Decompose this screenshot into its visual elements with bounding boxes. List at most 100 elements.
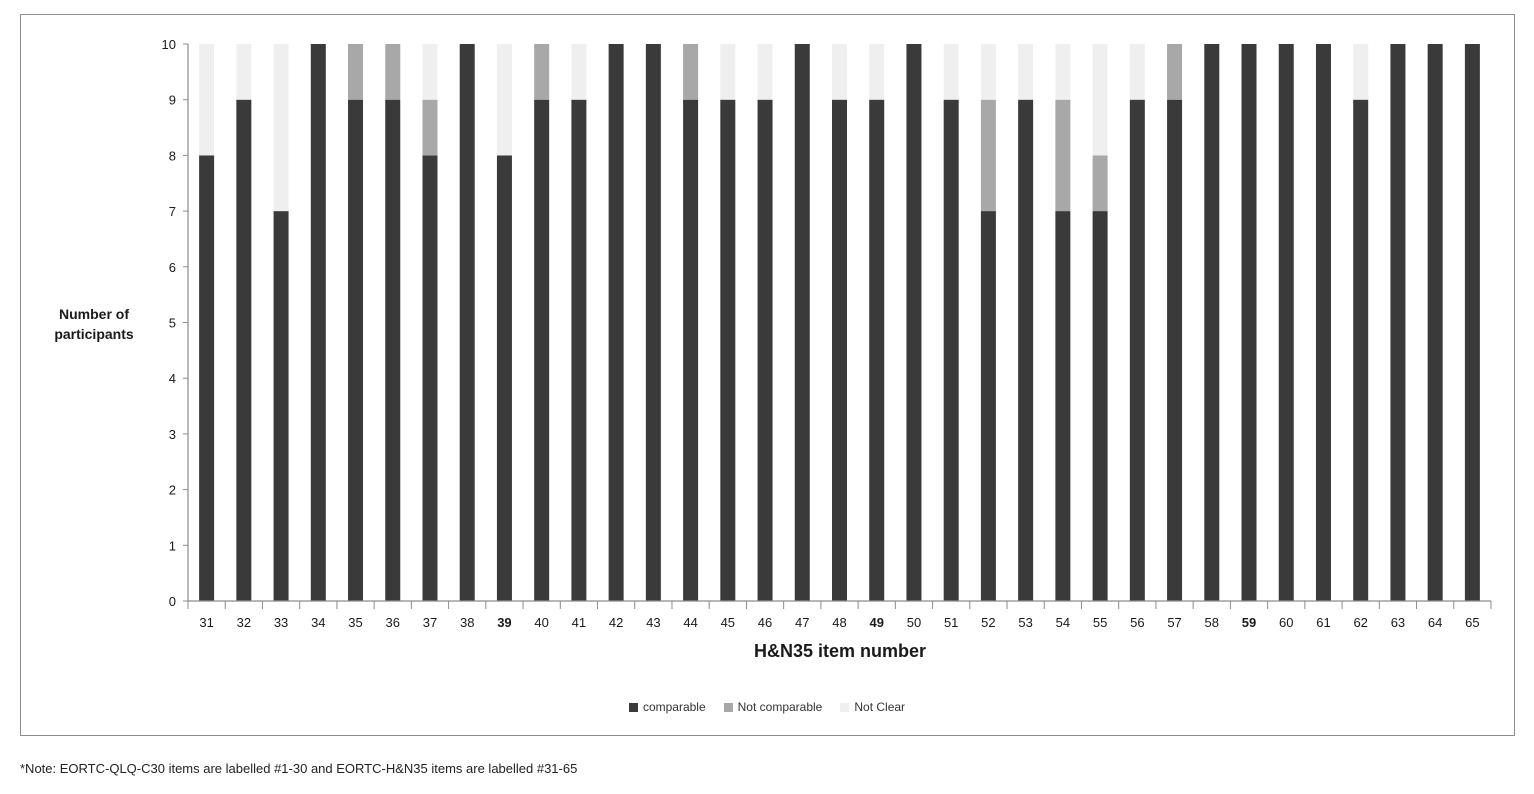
bar-53-not-clear <box>1018 44 1034 100</box>
x-tick-label-49: 49 <box>869 615 883 630</box>
x-tick-label-58: 58 <box>1205 615 1219 630</box>
bar-43-comparable <box>645 44 661 601</box>
bar-32-comparable <box>236 99 252 601</box>
legend-item-not-comparable: Not comparable <box>723 700 822 714</box>
y-tick-label-7: 7 <box>169 204 176 219</box>
y-axis-label-line-2: participants <box>54 326 134 342</box>
x-tick-label-51: 51 <box>944 615 958 630</box>
x-tick-label-45: 45 <box>721 615 735 630</box>
bar-57-not-comparable <box>1167 44 1183 100</box>
legend-label-not-clear: Not Clear <box>854 700 906 714</box>
bar-62-not-clear <box>1353 44 1369 100</box>
bar-32-not-clear <box>236 44 252 100</box>
bar-35-not-comparable <box>348 44 364 100</box>
x-tick-label-39: 39 <box>497 615 511 630</box>
chart-frame <box>20 14 1515 736</box>
y-tick-label-6: 6 <box>169 260 176 275</box>
axes-layer <box>183 43 1492 609</box>
bar-31-comparable <box>199 155 215 601</box>
x-tick-label-54: 54 <box>1056 615 1070 630</box>
bar-36-not-comparable <box>385 44 401 100</box>
y-tick-label-4: 4 <box>169 371 176 386</box>
bar-58-comparable <box>1204 44 1220 601</box>
x-tick-label-64: 64 <box>1428 615 1442 630</box>
legend-label-comparable: comparable <box>642 700 706 714</box>
x-tick-label-53: 53 <box>1018 615 1032 630</box>
bar-64-comparable <box>1427 44 1443 601</box>
bar-41-not-clear <box>571 44 587 100</box>
bar-55-comparable <box>1092 211 1108 601</box>
bar-42-comparable <box>608 44 624 601</box>
x-tick-label-61: 61 <box>1316 615 1330 630</box>
bar-33-comparable <box>273 211 289 601</box>
legend-swatch-not-comparable <box>723 702 733 712</box>
y-tick-label-0: 0 <box>169 594 176 609</box>
bar-37-comparable <box>422 155 438 601</box>
x-tick-label-33: 33 <box>274 615 288 630</box>
bar-46-not-clear <box>757 44 773 100</box>
bar-41-comparable <box>571 99 587 601</box>
x-tick-label-47: 47 <box>795 615 809 630</box>
bar-55-not-clear <box>1092 44 1108 156</box>
bar-51-not-clear <box>943 44 959 100</box>
y-tick-label-3: 3 <box>169 427 176 442</box>
y-tick-label-2: 2 <box>169 483 176 498</box>
y-tick-label-5: 5 <box>169 316 176 331</box>
legend-item-not-clear: Not Clear <box>840 700 905 714</box>
x-tick-label-43: 43 <box>646 615 660 630</box>
bar-44-comparable <box>683 99 699 601</box>
y-tick-label-9: 9 <box>169 93 176 108</box>
bar-37-not-clear <box>422 44 438 100</box>
legend-swatch-comparable <box>628 702 638 712</box>
bar-60-comparable <box>1278 44 1294 601</box>
bar-46-comparable <box>757 99 773 601</box>
bar-54-not-clear <box>1055 44 1071 100</box>
x-tick-label-50: 50 <box>907 615 921 630</box>
x-tick-label-62: 62 <box>1353 615 1367 630</box>
x-tick-label-52: 52 <box>981 615 995 630</box>
bar-40-comparable <box>534 99 550 601</box>
y-tick-label-1: 1 <box>169 538 176 553</box>
bar-48-not-clear <box>832 44 847 100</box>
y-tick-label-10: 10 <box>162 37 176 52</box>
x-tick-label-38: 38 <box>460 615 474 630</box>
x-tick-label-46: 46 <box>758 615 772 630</box>
bar-51-comparable <box>943 99 959 601</box>
bar-57-comparable <box>1167 99 1183 601</box>
bar-45-comparable <box>720 99 736 601</box>
bar-39-not-clear <box>496 44 512 156</box>
bar-31-not-clear <box>199 44 215 156</box>
bar-40-not-comparable <box>534 44 550 100</box>
bar-63-comparable <box>1390 44 1406 601</box>
x-tick-label-59: 59 <box>1242 615 1256 630</box>
x-tick-label-44: 44 <box>683 615 697 630</box>
bar-59-comparable <box>1241 44 1257 601</box>
bar-45-not-clear <box>720 44 736 100</box>
y-axis-label-line-1: Number of <box>59 306 129 322</box>
x-tick-label-37: 37 <box>423 615 437 630</box>
bar-52-comparable <box>980 211 996 601</box>
legend: comparable Not comparable Not Clear <box>0 700 1534 714</box>
bar-54-not-comparable <box>1055 99 1071 212</box>
x-tick-label-57: 57 <box>1167 615 1181 630</box>
bar-62-comparable <box>1353 99 1369 601</box>
bar-50-comparable <box>906 44 922 601</box>
bar-48-comparable <box>832 99 847 601</box>
x-tick-label-40: 40 <box>534 615 548 630</box>
bar-33-not-clear <box>273 44 289 212</box>
bar-65-comparable <box>1464 44 1480 601</box>
x-tick-label-65: 65 <box>1465 615 1479 630</box>
bar-49-comparable <box>869 99 885 601</box>
bar-53-comparable <box>1018 99 1034 601</box>
x-tick-label-55: 55 <box>1093 615 1107 630</box>
bar-36-comparable <box>385 99 401 601</box>
footnote: *Note: EORTC-QLQ-C30 items are labelled … <box>20 761 578 776</box>
bar-56-not-clear <box>1129 44 1145 100</box>
bar-49-not-clear <box>869 44 885 100</box>
bar-34-comparable <box>310 44 326 601</box>
x-tick-label-60: 60 <box>1279 615 1293 630</box>
x-tick-label-35: 35 <box>348 615 362 630</box>
bar-61-comparable <box>1315 44 1331 601</box>
x-tick-label-34: 34 <box>311 615 325 630</box>
